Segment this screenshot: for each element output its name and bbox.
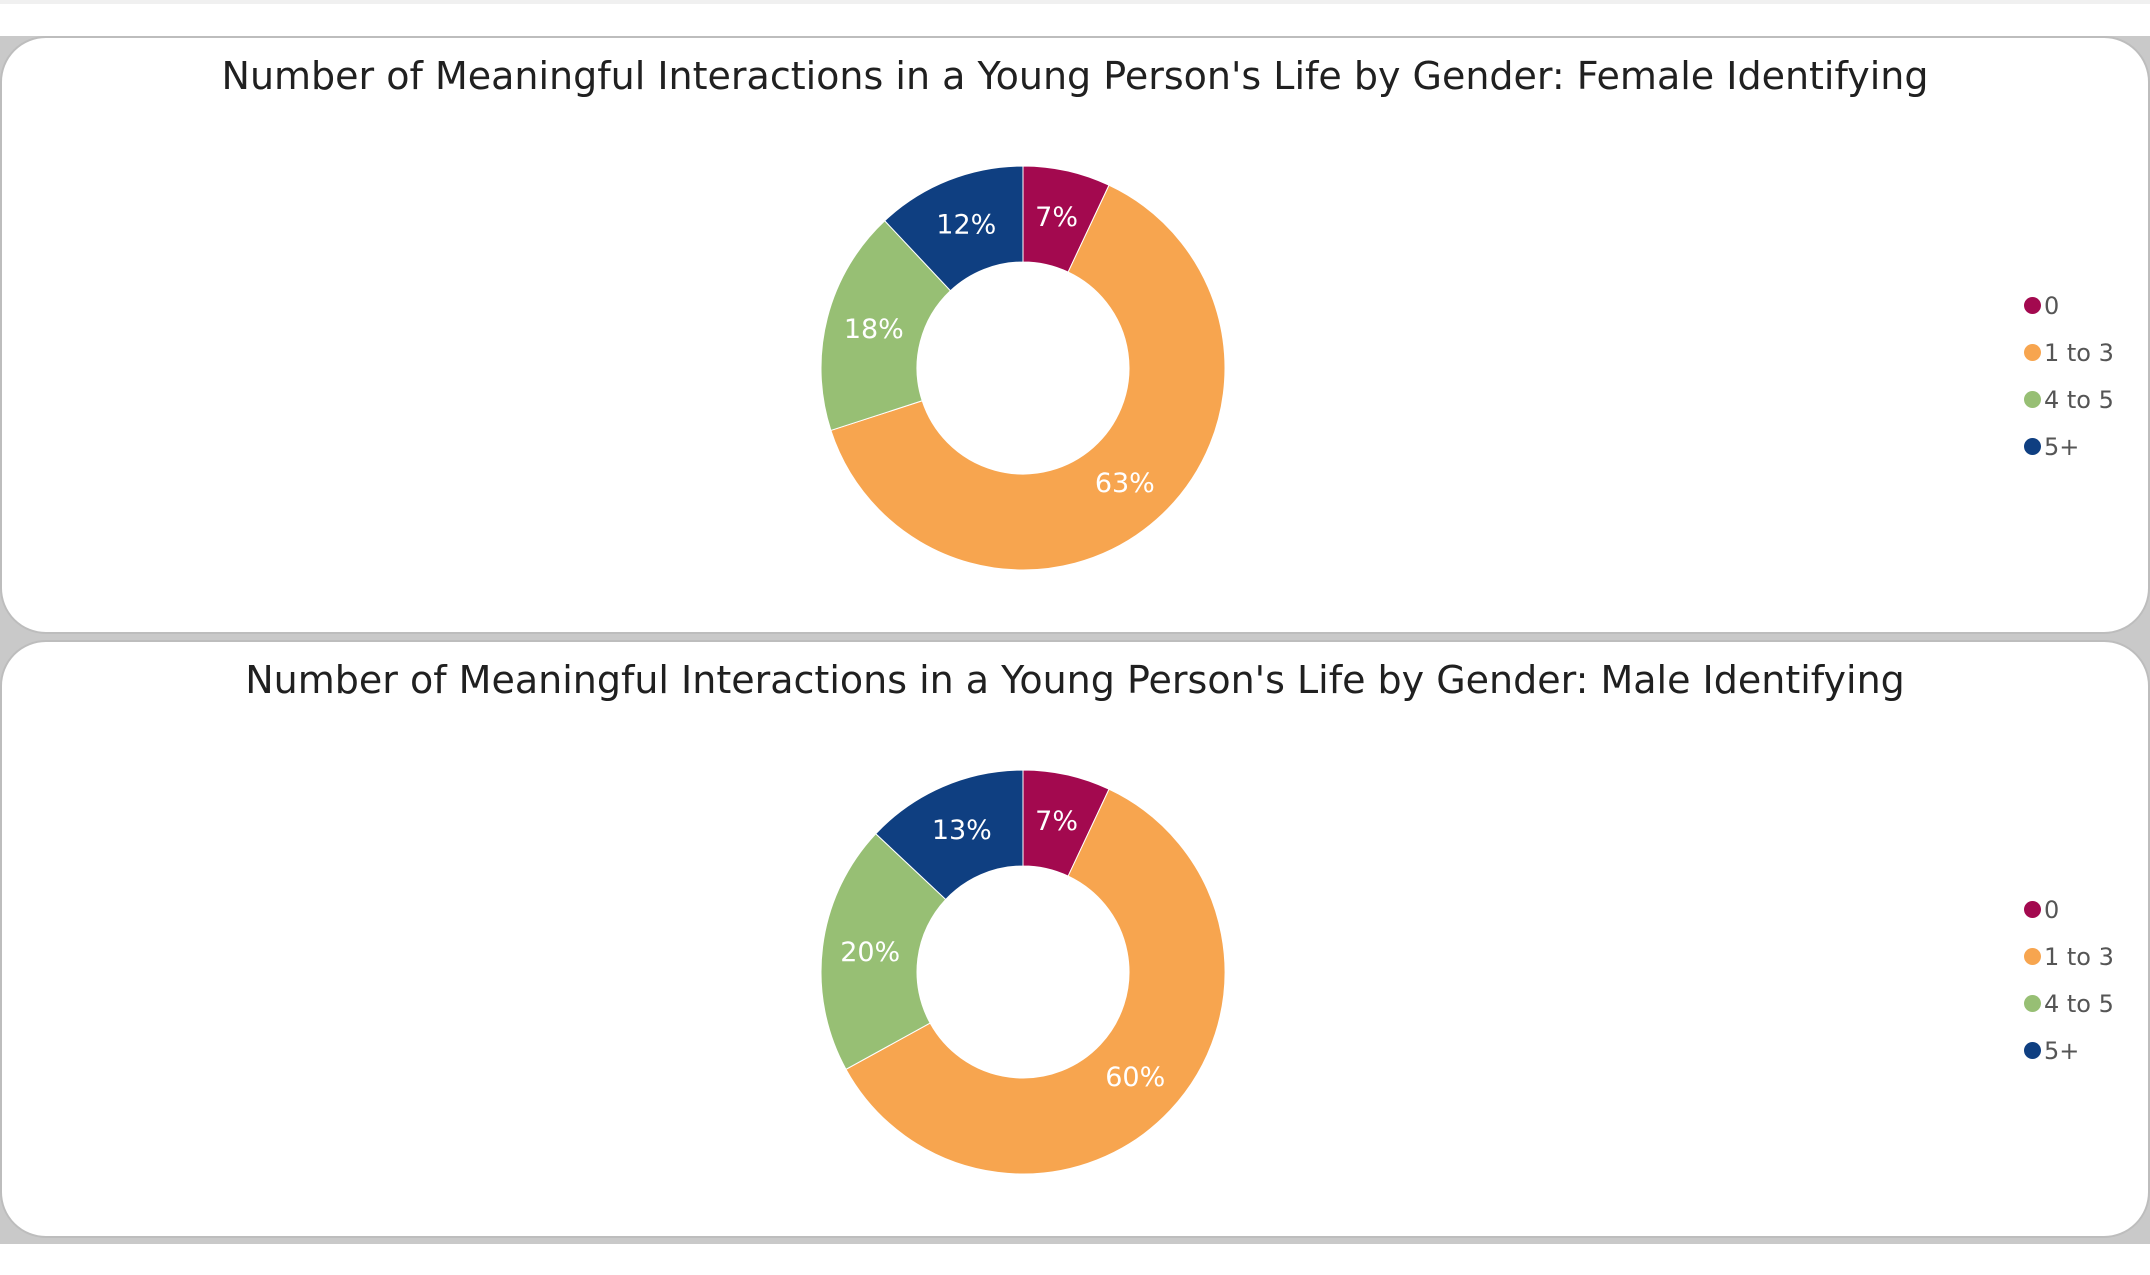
legend-female: 0 1 to 3 4 to 5 5+ — [2024, 282, 2134, 470]
legend-label: 0 — [2044, 895, 2060, 924]
legend-label: 1 to 3 — [2044, 942, 2114, 971]
legend-swatch — [2024, 391, 2041, 408]
legend-item[interactable]: 5+ — [2024, 1027, 2134, 1074]
female-chart-card: Number of Meaningful Interactions in a Y… — [0, 36, 2150, 634]
legend-label: 5+ — [2044, 1036, 2080, 1065]
legend-swatch — [2024, 297, 2041, 314]
chart-title-male: Number of Meaningful Interactions in a Y… — [245, 658, 1905, 702]
legend-swatch — [2024, 995, 2041, 1012]
slice-data-label: 20% — [840, 937, 900, 968]
legend-swatch — [2024, 438, 2041, 455]
donut-chart-female: 7% 63% 18% 12% — [820, 165, 1226, 571]
legend-item[interactable]: 1 to 3 — [2024, 329, 2134, 376]
slice-data-label: 12% — [936, 209, 996, 240]
chart-title-female: Number of Meaningful Interactions in a Y… — [221, 54, 1929, 98]
slice-data-label: 7% — [1035, 202, 1078, 233]
legend-swatch — [2024, 344, 2041, 361]
legend-male: 0 1 to 3 4 to 5 5+ — [2024, 886, 2134, 1074]
male-chart-card: Number of Meaningful Interactions in a Y… — [0, 640, 2150, 1238]
legend-label: 1 to 3 — [2044, 338, 2114, 367]
legend-item[interactable]: 4 to 5 — [2024, 980, 2134, 1027]
donut-slice-1-to-3[interactable] — [830, 184, 1226, 571]
donut-slice-5-plus[interactable] — [875, 769, 1024, 901]
donut-slice-4-to-5[interactable] — [820, 220, 952, 432]
donut-slice-5-plus[interactable] — [884, 165, 1024, 292]
legend-label: 5+ — [2044, 432, 2080, 461]
legend-item[interactable]: 4 to 5 — [2024, 376, 2134, 423]
donut-slice-1-to-3[interactable] — [845, 788, 1226, 1175]
legend-swatch — [2024, 1042, 2041, 1059]
legend-item[interactable]: 1 to 3 — [2024, 933, 2134, 980]
legend-swatch — [2024, 901, 2041, 918]
donut-slice-4-to-5[interactable] — [820, 833, 947, 1070]
legend-label: 4 to 5 — [2044, 385, 2114, 414]
legend-item[interactable]: 5+ — [2024, 423, 2134, 470]
slice-data-label: 7% — [1035, 806, 1078, 837]
legend-label: 0 — [2044, 291, 2060, 320]
legend-item[interactable]: 0 — [2024, 282, 2134, 329]
donut-chart-male: 7% 60% 20% 13% — [820, 769, 1226, 1175]
slice-data-label: 13% — [932, 815, 992, 846]
legend-label: 4 to 5 — [2044, 989, 2114, 1018]
slice-data-label: 60% — [1105, 1062, 1165, 1093]
slice-data-label: 18% — [844, 314, 904, 345]
top-strip — [0, 0, 2150, 4]
legend-swatch — [2024, 948, 2041, 965]
legend-item[interactable]: 0 — [2024, 886, 2134, 933]
slice-data-label: 63% — [1095, 468, 1155, 499]
